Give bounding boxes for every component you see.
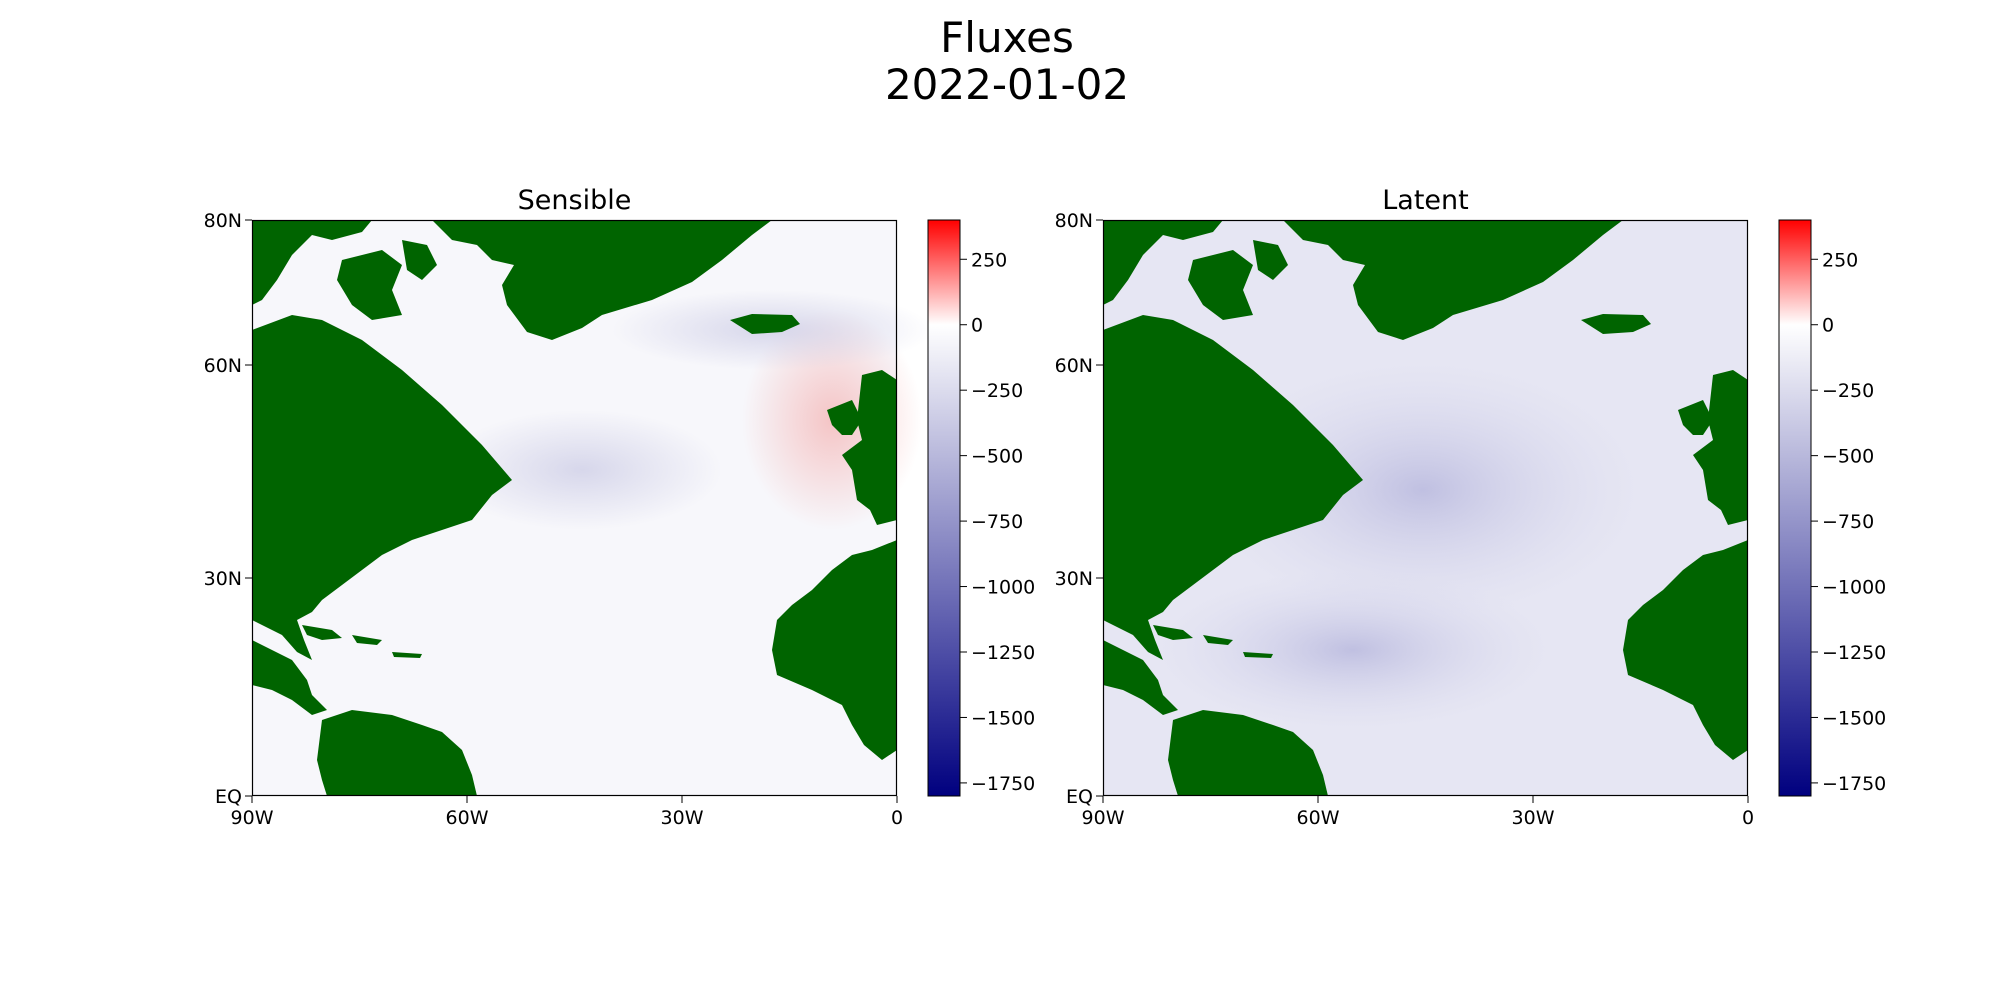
- sensible-panel-title: Sensible: [517, 185, 632, 216]
- negative-flux-region: [442, 410, 722, 530]
- land-mass: [337, 250, 402, 320]
- land-mass: [1581, 314, 1651, 334]
- x-tick-label: 60W: [446, 807, 489, 829]
- land-mass: [1243, 652, 1273, 658]
- figure-title-line2: 2022-01-02: [884, 60, 1130, 109]
- colorbar-tick-label: −1500: [971, 707, 1035, 729]
- figure-title-line1: Fluxes: [940, 13, 1074, 62]
- map-frame: [1102, 219, 1749, 797]
- y-tick-label: EQ: [215, 786, 242, 808]
- x-tick-label: 90W: [1082, 807, 1125, 829]
- land-mass: [1693, 370, 1748, 525]
- y-tick-label: 60N: [1055, 355, 1093, 377]
- land-mass: [1153, 625, 1193, 640]
- colorbar-tick-label: −1750: [971, 773, 1035, 795]
- colorbar-tick-label: −1500: [1822, 707, 1886, 729]
- land-mass: [772, 540, 897, 760]
- colorbar-tick-label: −1000: [1822, 577, 1886, 599]
- land-mass: [252, 640, 327, 715]
- colorbar-tick-label: −750: [971, 511, 1023, 533]
- x-tick-label: 0: [891, 807, 903, 829]
- latent-colorbar: 250 0 −250 −500 −750 −1000 −1250 −1500 −1750: [1778, 219, 1899, 797]
- y-tick-label: 60N: [204, 355, 242, 377]
- colorbar-tick-label: −1250: [971, 642, 1035, 664]
- y-tick-label: 30N: [1055, 568, 1093, 590]
- x-tick-label: 90W: [231, 807, 274, 829]
- land-mass: [1283, 220, 1623, 340]
- colorbar-tick-label: −500: [971, 446, 1023, 468]
- land-mass: [402, 240, 437, 280]
- colorbar-tick-label: −1000: [971, 577, 1035, 599]
- colorbar-tick-label: 0: [971, 315, 983, 337]
- land-mass: [252, 315, 512, 660]
- colorbar-gradient: [1778, 219, 1812, 797]
- land-mass: [1678, 400, 1713, 435]
- land-mass: [1168, 710, 1328, 796]
- land-mass: [432, 220, 772, 340]
- land-mass: [1103, 315, 1363, 660]
- land-mass: [842, 370, 897, 525]
- colorbar-tick-label: 250: [971, 249, 1007, 271]
- y-tick-label: 80N: [1055, 210, 1093, 232]
- land-mass: [1188, 250, 1253, 320]
- colorbar-gradient: [927, 219, 961, 797]
- land-mass: [1103, 640, 1178, 715]
- land-mass: [730, 314, 800, 334]
- colorbar-tick-label: −1250: [1822, 642, 1886, 664]
- land-mass: [1103, 220, 1223, 305]
- land-mass: [352, 635, 382, 645]
- colorbar-tick-label: −250: [971, 380, 1023, 402]
- sensible-colorbar: 250 0 −250 −500 −750 −1000 −1250 −1500 −1750: [927, 219, 1048, 797]
- colorbar-tick-label: −500: [1822, 446, 1874, 468]
- sensible-map: 90W 60W 30W 0 80N 60N 30N EQ: [204, 210, 932, 829]
- land-mass: [302, 625, 342, 640]
- y-tick-label: 80N: [204, 210, 242, 232]
- land-mass: [317, 710, 477, 796]
- x-tick-label: 30W: [661, 807, 704, 829]
- x-tick-label: 60W: [1297, 807, 1340, 829]
- y-tick-label: 30N: [204, 568, 242, 590]
- x-tick-label: 0: [1742, 807, 1754, 829]
- colorbar-tick-label: −750: [1822, 511, 1874, 533]
- land-mass: [827, 400, 862, 435]
- colorbar-tick-label: 0: [1822, 315, 1834, 337]
- latent-panel-title: Latent: [1382, 185, 1469, 216]
- x-tick-label: 30W: [1512, 807, 1555, 829]
- land-mass: [1203, 635, 1233, 645]
- colorbar-tick-label: 250: [1822, 249, 1858, 271]
- y-tick-label: EQ: [1066, 786, 1093, 808]
- land-mass: [1253, 240, 1288, 280]
- colorbar-tick-label: −1750: [1822, 773, 1886, 795]
- map-frame: [251, 219, 898, 797]
- land-mass: [1623, 540, 1748, 760]
- figure-title: Fluxes 2022-01-02: [0, 14, 2000, 108]
- land-mass: [392, 652, 422, 658]
- negative-flux-region: [1153, 570, 1553, 730]
- latent-map: 90W 60W 30W 0 80N 60N 30N EQ: [1055, 210, 1754, 829]
- land-mass: [252, 220, 372, 305]
- colorbar-tick-label: −250: [1822, 380, 1874, 402]
